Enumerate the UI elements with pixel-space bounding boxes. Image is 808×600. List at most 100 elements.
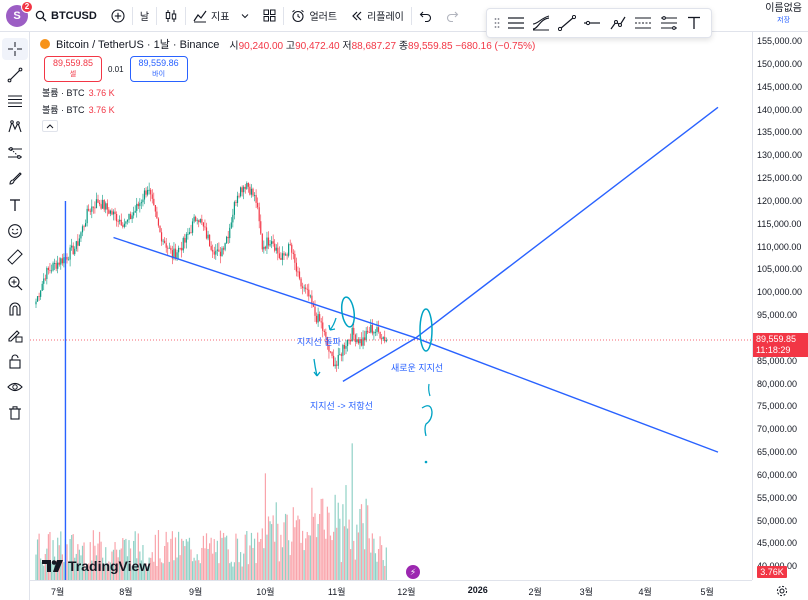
tradingview-logo[interactable]: TradingView [42, 558, 150, 574]
horizontal-lines-tool[interactable] [505, 12, 527, 34]
time-axis[interactable]: 7월 8월 9월 10월 11월 12월 2026 2월 3월 4월 5월 [30, 580, 752, 600]
alerts-button[interactable]: 얼러트 [284, 0, 344, 32]
price-tick: 125,000.00 [757, 173, 803, 184]
layout-name: 이름없음 [765, 3, 802, 14]
undo-icon [419, 11, 431, 22]
candle-body [288, 244, 290, 256]
candle-body [303, 287, 305, 289]
volume-bar [362, 523, 364, 580]
trend-line-drawing[interactable] [113, 236, 416, 339]
trend-line-drawing[interactable] [342, 337, 417, 382]
symbol-title[interactable]: Bitcoin / TetherUS · 1날 · Binance [56, 39, 220, 51]
save-button[interactable]: 이름없음 저장 [765, 3, 802, 27]
replay-button[interactable]: 리플레이 [344, 0, 411, 32]
volume-legend-row[interactable]: 볼륨 · BTC 3.76 K [42, 86, 535, 99]
candle-body [382, 336, 384, 340]
lock-tool[interactable] [2, 350, 28, 372]
candle-body [151, 194, 153, 199]
crosshair-tool[interactable] [1, 38, 28, 60]
price-tick: 110,000.00 [757, 241, 802, 252]
ray-tool[interactable] [581, 12, 603, 34]
volume-bar [328, 512, 330, 580]
pattern-icon [7, 120, 22, 133]
collapse-legend-button[interactable] [42, 120, 58, 132]
redo-button[interactable] [439, 0, 466, 32]
brush-tool[interactable] [2, 168, 28, 190]
volume-bar [61, 554, 63, 580]
layouts-button[interactable] [256, 0, 283, 32]
pattern-tool[interactable] [2, 116, 28, 138]
curve-lines-tool[interactable] [530, 12, 552, 34]
candle-body [337, 354, 339, 366]
drag-handle[interactable] [493, 12, 501, 34]
parallel-channel-tool[interactable] [658, 12, 680, 34]
volume-bar [199, 563, 201, 580]
text-tool[interactable] [2, 194, 28, 216]
delete-tool[interactable] [2, 402, 28, 424]
candle-body [281, 253, 284, 260]
volume-bar [309, 535, 311, 580]
close-value: 89,559.85 [408, 40, 453, 52]
magnet-tool[interactable] [2, 298, 28, 320]
candle-body [253, 195, 256, 196]
trend-line-drawing[interactable] [415, 106, 719, 339]
volume-bar [60, 531, 62, 580]
price-tick: 155,000.00 [757, 36, 803, 47]
line-tool[interactable] [2, 64, 28, 86]
visibility-tool[interactable] [2, 376, 28, 398]
zoom-tool[interactable] [2, 272, 28, 294]
fib-tool[interactable] [2, 90, 28, 112]
sell-price: 89,559.85 [52, 58, 94, 68]
volume-bar [178, 531, 180, 580]
candle-body [367, 330, 369, 333]
candle-body [295, 262, 297, 272]
drawings[interactable] [64, 106, 719, 580]
candle-body [205, 227, 208, 239]
lightning-icon[interactable]: ⚡ [406, 565, 420, 579]
ruler-tool[interactable] [2, 246, 28, 268]
volume-bar [339, 518, 341, 580]
symbol-search[interactable]: BTCUSD [28, 0, 104, 32]
forecast-tool[interactable] [2, 142, 28, 164]
chart-type-button[interactable] [157, 0, 185, 32]
trend-line-tool[interactable] [556, 12, 578, 34]
emoji-tool[interactable] [2, 220, 28, 242]
candle-body [40, 290, 42, 297]
volume-bar [97, 543, 99, 580]
avatar-letter: S [13, 9, 21, 22]
stay-in-drawing-tool[interactable] [2, 324, 28, 346]
volume-bar [274, 541, 276, 580]
interval-button[interactable]: 날 [133, 0, 156, 32]
undo-button[interactable] [412, 0, 439, 32]
time-tick: 5월 [700, 587, 714, 597]
new-support-label: 새로운 지지선 [391, 363, 444, 373]
candle-body [116, 213, 118, 222]
candle-body [106, 203, 108, 210]
candle-body [271, 241, 273, 245]
volume-bar [292, 507, 294, 580]
price-axis[interactable]: 155,000.00 150,000.00 145,000.00 140,000.00… [752, 32, 808, 580]
text-tool[interactable] [683, 12, 705, 34]
volume-bar [119, 549, 121, 580]
trend-line-drawing[interactable] [415, 337, 719, 453]
volume-bar [331, 540, 333, 580]
user-avatar[interactable]: S 2 [6, 0, 33, 27]
volume-bar [289, 555, 291, 580]
candle-body [69, 247, 71, 260]
volume-bar [91, 560, 93, 580]
price-tick: 60,000.00 [757, 469, 798, 480]
compare-button[interactable] [104, 0, 132, 32]
chart-settings-button[interactable] [776, 584, 788, 600]
buy-button[interactable]: 89,559.86 바이 [129, 56, 188, 82]
sell-button[interactable]: 89,559.85 셀 [44, 56, 102, 82]
volume-bar [77, 544, 79, 580]
date-range-tool[interactable] [632, 12, 654, 34]
volume-bar [95, 555, 98, 580]
volume-legend-row[interactable]: 볼륨 · BTC 3.76 K [42, 103, 535, 116]
path-tool[interactable] [607, 12, 629, 34]
volume-bar [323, 529, 325, 580]
indicators-button[interactable]: 지표 [186, 0, 256, 32]
volume-bar [136, 558, 138, 580]
candle-body [319, 314, 321, 322]
volume-bar [376, 561, 378, 580]
